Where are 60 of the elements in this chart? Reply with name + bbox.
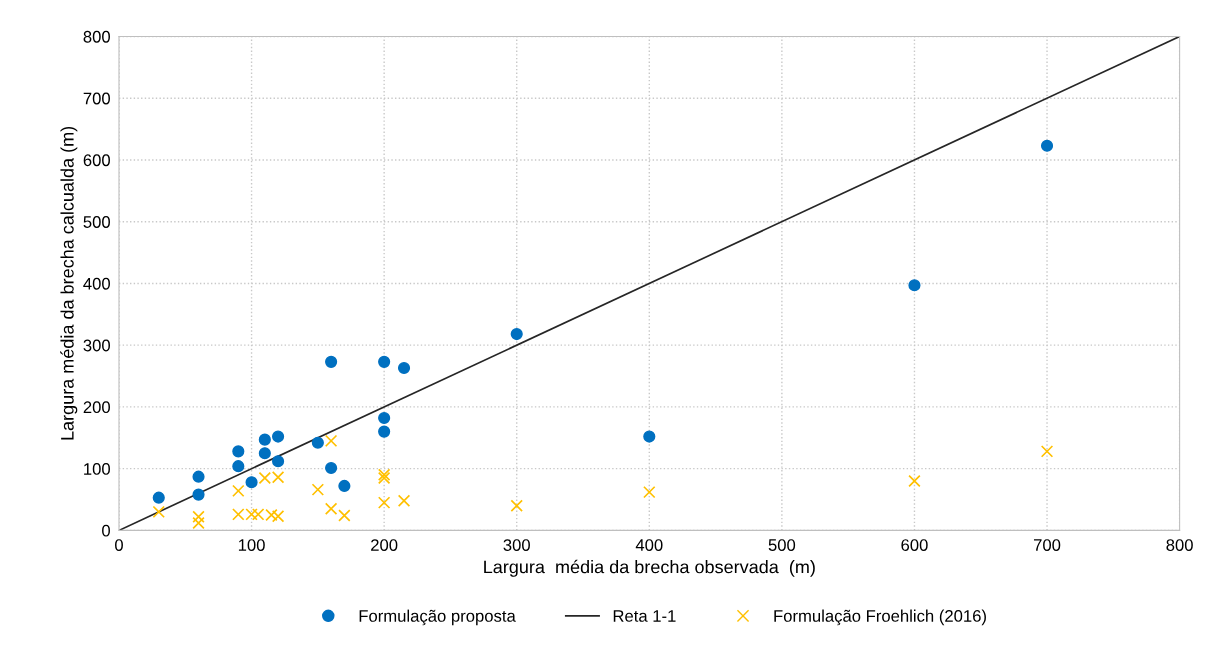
legend-label: Formulação Froehlich (2016) <box>774 609 986 626</box>
point <box>338 509 351 522</box>
point <box>378 411 391 425</box>
x-tick-label: 0 <box>115 539 123 551</box>
point <box>378 355 391 368</box>
point <box>908 474 921 488</box>
point <box>643 485 656 499</box>
y-tick-label: 600 <box>83 154 111 167</box>
y-tick-label: 800 <box>83 30 111 43</box>
point <box>325 461 338 475</box>
point <box>324 434 338 448</box>
point <box>192 516 205 530</box>
x-tick-label: 300 <box>503 539 530 551</box>
point <box>258 447 271 460</box>
point <box>245 476 258 489</box>
x-tick-label: 600 <box>901 539 928 551</box>
x-tick-label: 400 <box>635 539 663 551</box>
y-tick-label: 400 <box>83 277 111 290</box>
point <box>311 483 325 496</box>
point <box>510 499 523 512</box>
x-tick-label: 100 <box>238 539 265 551</box>
point <box>397 494 411 507</box>
point <box>152 505 165 519</box>
point <box>232 460 245 473</box>
point <box>192 510 205 524</box>
point <box>232 445 245 458</box>
y-tick-label: 500 <box>83 216 111 228</box>
x-tick-label: 200 <box>371 539 398 551</box>
point <box>397 361 411 375</box>
point <box>192 470 205 483</box>
point <box>1040 445 1054 458</box>
point <box>510 327 523 341</box>
point <box>271 509 285 523</box>
point <box>908 279 921 292</box>
x-tick-label: 500 <box>768 539 796 551</box>
y-tick-label: 700 <box>83 92 111 105</box>
point <box>311 436 324 449</box>
y-tick-label: 0 <box>102 524 110 537</box>
point <box>338 479 351 493</box>
y-tick-label: 300 <box>83 339 111 352</box>
point <box>1040 139 1054 152</box>
point <box>258 433 271 446</box>
point <box>378 425 391 438</box>
legend-label: Formulação proposta <box>359 609 516 626</box>
point <box>643 430 656 443</box>
point <box>192 488 205 501</box>
y-axis-title: Largura média da brecha calcualda (m) <box>60 126 78 440</box>
x-tick-label: 800 <box>1166 539 1193 551</box>
point <box>325 355 338 368</box>
y-tick-label: 100 <box>84 463 111 475</box>
y-tick-label: 200 <box>83 401 111 414</box>
x-tick-label: 700 <box>1033 539 1061 551</box>
point <box>377 496 391 509</box>
point <box>152 491 165 504</box>
x-axis-title: Largura média da brecha observada (m) <box>484 559 815 577</box>
point <box>272 430 285 443</box>
point <box>272 455 285 468</box>
point <box>232 484 245 498</box>
legend-label: Reta 1-1 <box>613 610 676 622</box>
point <box>324 502 338 516</box>
